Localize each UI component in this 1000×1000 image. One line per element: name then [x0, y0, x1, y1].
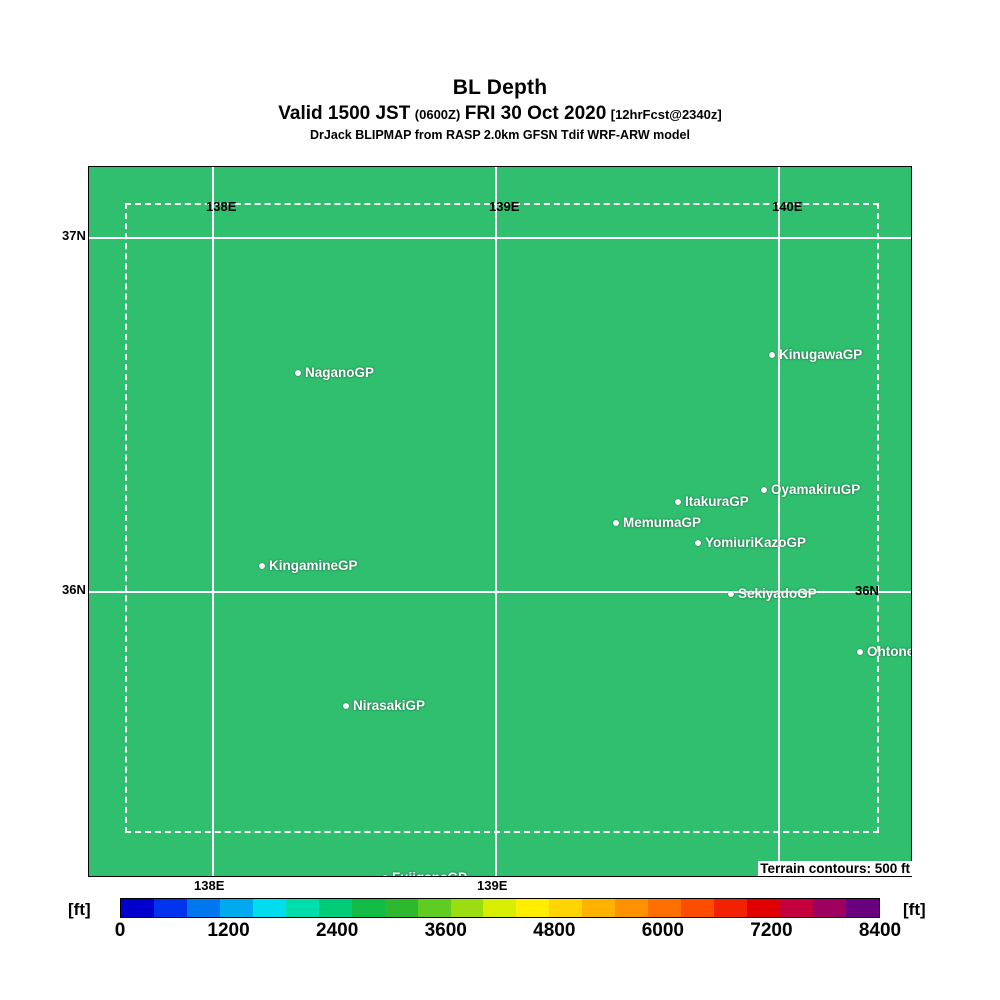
- colorbar-swatch-16: [648, 899, 682, 917]
- station-dot-icon: [343, 702, 349, 709]
- valid-utc: (0600Z): [414, 107, 461, 122]
- lon-label-138e-top: 138E: [206, 199, 237, 214]
- station-label: NirasakiGP: [353, 698, 426, 713]
- subtitle: Valid 1500 JST (0600Z) FRI 30 Oct 2020 […: [0, 103, 1000, 126]
- station-marker-naganogp[interactable]: NaganoGP: [295, 365, 374, 380]
- colorbar-swatch-20: [780, 899, 814, 917]
- colorbar-tick-8400: 8400: [858, 920, 902, 941]
- station-label: MemumaGP: [623, 515, 702, 530]
- lat-label-36n-right: 36N: [855, 583, 879, 598]
- colorbar-tick-2400: 2400: [316, 920, 359, 941]
- station-label: YomiuriKazoGP: [705, 535, 807, 550]
- colorbar-tick-7200: 7200: [750, 920, 793, 941]
- station-label: KingamineGP: [269, 558, 358, 573]
- model-source: DrJack BLIPMAP from RASP 2.0km GFSN Tdif…: [310, 128, 690, 142]
- colorbar-tick-3600: 3600: [424, 920, 467, 941]
- colorbar-swatch-19: [747, 899, 781, 917]
- colorbar-units-right: [ft]: [903, 900, 926, 919]
- colorbar-swatch-13: [549, 899, 583, 917]
- forecast-tag: [12hrFcst@2340z]: [610, 107, 722, 122]
- station-dot-icon: [695, 539, 701, 546]
- colorbar-tick-labels: 0 1200 2400 3600 4800 6000 7200 8400: [0, 920, 1000, 944]
- lat-label-37n-left: 37N: [62, 228, 86, 243]
- page-title: BL Depth: [452, 76, 548, 99]
- station-label: ItakuraGP: [685, 494, 749, 509]
- lon-label-139e-bottom: 139E: [477, 878, 508, 893]
- colorbar-swatch-12: [516, 899, 550, 917]
- gridline-lon-139e: [495, 167, 497, 876]
- bl-depth-raster: [89, 167, 911, 876]
- colorbar-swatch-5: [285, 899, 319, 917]
- station-label: Ohtone: [867, 644, 912, 659]
- station-dot-icon: [769, 351, 775, 358]
- station-dot-icon: [382, 874, 388, 876]
- colorbar-swatch-6: [318, 899, 352, 917]
- station-label: OyamakiruGP: [771, 482, 861, 497]
- colorbar-tick-4800: 4800: [533, 920, 576, 941]
- station-dot-icon: [728, 590, 734, 597]
- colorbar-swatch-8: [384, 899, 418, 917]
- colorbar-swatch-3: [219, 899, 253, 917]
- station-label: SekiyadoGP: [738, 586, 817, 601]
- valid-date: FRI 30 Oct 2020: [464, 103, 607, 124]
- colorbar-swatch-10: [450, 899, 484, 917]
- lon-label-138e-bottom: 138E: [194, 878, 225, 893]
- colorbar-swatch-17: [681, 899, 715, 917]
- colorbar-swatch-14: [582, 899, 616, 917]
- station-marker-oyamakirugp[interactable]: OyamakiruGP: [761, 482, 860, 497]
- map-frame[interactable]: 138E 139E 140E 36N NaganoGP KinugawaGP Oya…: [88, 166, 912, 877]
- station-marker-yomiurikazogp[interactable]: YomiuriKazoGP: [695, 535, 806, 550]
- station-label: KinugawaGP: [779, 347, 863, 362]
- station-marker-memumagp[interactable]: MemumaGP: [613, 515, 701, 530]
- colorbar-tick-6000: 6000: [641, 920, 684, 941]
- colorbar-swatches: [120, 898, 880, 918]
- terrain-contour-note: Terrain contours: 500 ft: [758, 861, 912, 876]
- colorbar-swatch-21: [813, 899, 846, 917]
- station-label: FujiganeGP: [392, 870, 467, 876]
- station-dot-icon: [259, 562, 265, 569]
- colorbar-tick-0: 0: [114, 920, 126, 941]
- lon-label-140e-top: 140E: [772, 199, 803, 214]
- station-dot-icon: [857, 648, 863, 655]
- valid-time: Valid 1500 JST: [278, 103, 411, 124]
- colorbar-swatch-11: [483, 899, 517, 917]
- colorbar-swatch-22: [845, 899, 879, 917]
- station-marker-kingaminegp[interactable]: KingamineGP: [259, 558, 358, 573]
- lat-label-36n-left: 36N: [62, 582, 86, 597]
- station-marker-sekiyadogp[interactable]: SekiyadoGP: [728, 586, 817, 601]
- station-marker-nirasakigp[interactable]: NirasakiGP: [343, 698, 425, 713]
- station-label: NaganoGP: [305, 365, 375, 380]
- gridline-lon-140e: [778, 167, 780, 876]
- station-dot-icon: [295, 369, 301, 376]
- lon-label-139e-top: 139E: [489, 199, 520, 214]
- colorbar-swatch-18: [714, 899, 748, 917]
- station-marker-fujiganegp[interactable]: FujiganeGP: [382, 870, 467, 876]
- gridline-lat-37n: [89, 237, 911, 239]
- gridline-lat-36n: [89, 591, 911, 593]
- colorbar-units-left: [ft]: [68, 900, 91, 919]
- station-marker-kinugawagp[interactable]: KinugawaGP: [769, 347, 862, 362]
- station-dot-icon: [675, 498, 681, 505]
- station-marker-ohtone[interactable]: Ohtone: [857, 644, 912, 659]
- colorbar-tick-1200: 1200: [207, 920, 250, 941]
- colorbar-swatch-4: [252, 899, 286, 917]
- station-marker-itakuragp[interactable]: ItakuraGP: [675, 494, 749, 509]
- station-dot-icon: [613, 519, 619, 526]
- colorbar-swatch-0: [121, 899, 154, 917]
- colorbar-swatch-2: [186, 899, 220, 917]
- colorbar-legend: [ft] [ft] 0 1200 2400 3600 4800 6000 7200 8400: [0, 898, 1000, 944]
- colorbar-swatch-9: [417, 899, 451, 917]
- model-domain-box: [125, 203, 879, 833]
- station-dot-icon: [761, 486, 767, 493]
- colorbar-swatch-1: [153, 899, 187, 917]
- gridline-lon-138e: [212, 167, 214, 876]
- colorbar-swatch-7: [351, 899, 385, 917]
- title-block: BL Depth Valid 1500 JST (0600Z) FRI 30 O…: [0, 76, 1000, 143]
- colorbar-swatch-15: [615, 899, 649, 917]
